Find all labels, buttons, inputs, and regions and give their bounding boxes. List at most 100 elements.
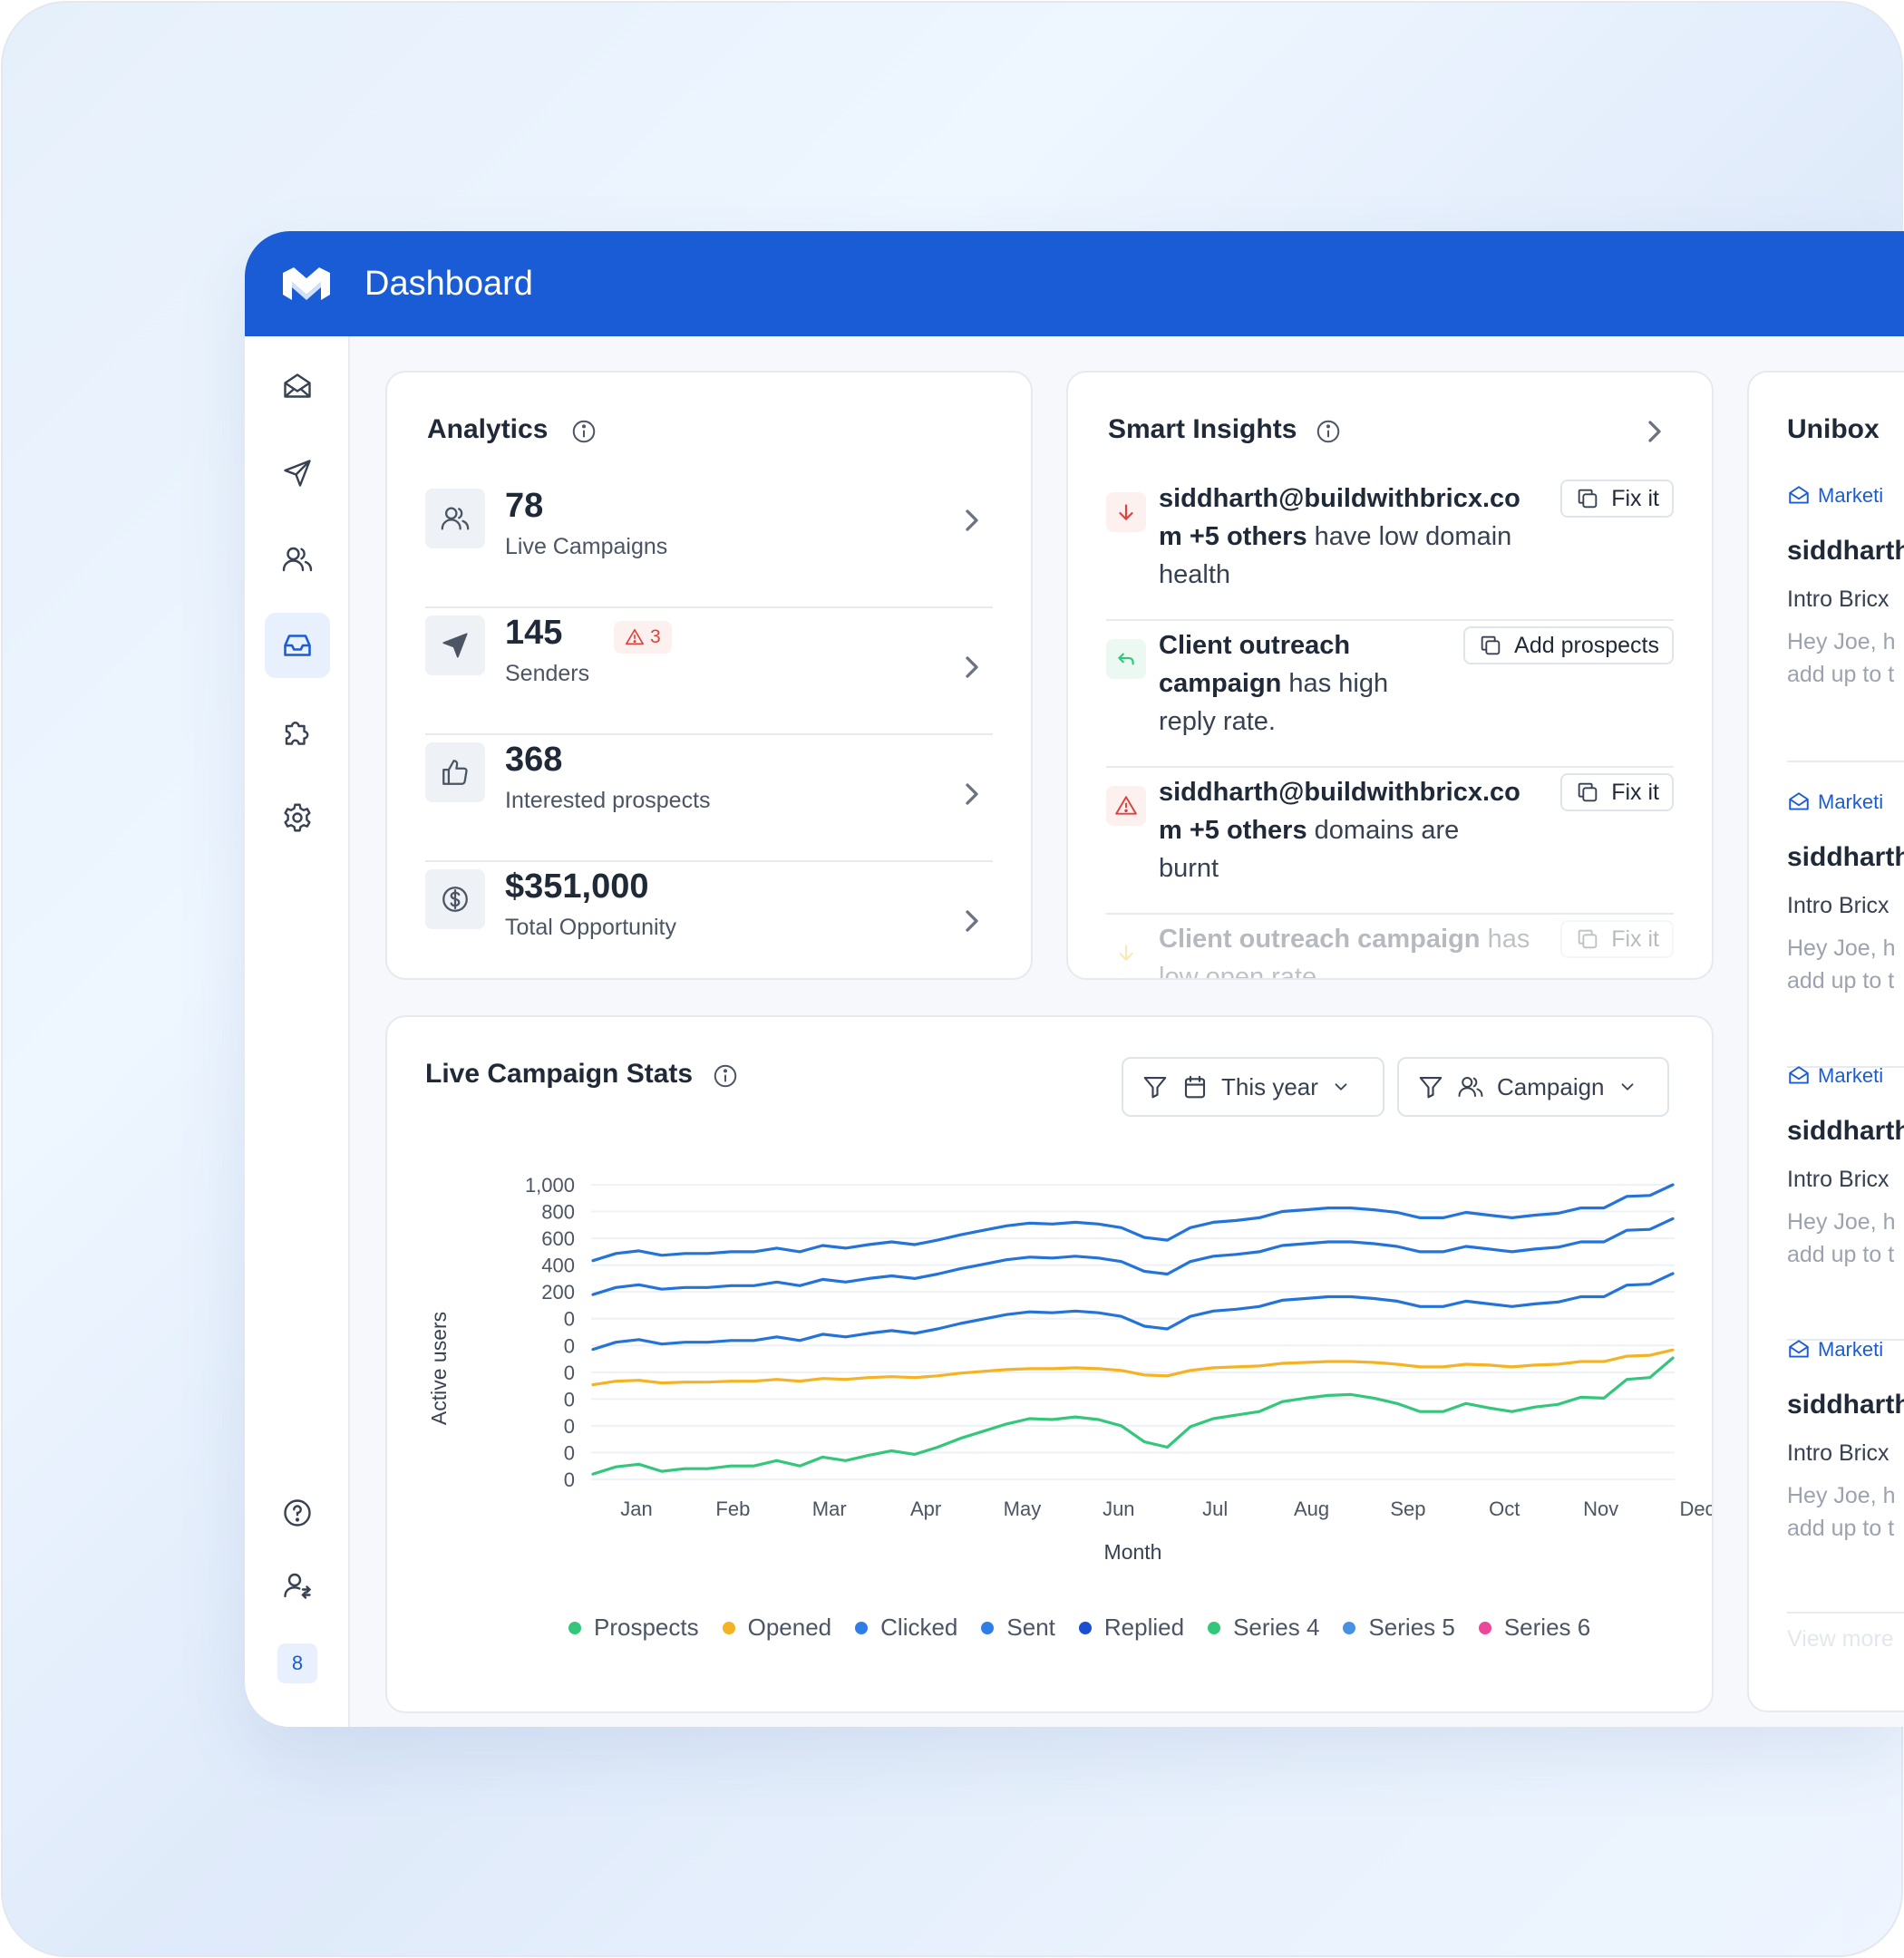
preview-line: add up to t bbox=[1787, 1242, 1895, 1267]
campaign-tag-label: Marketi bbox=[1818, 790, 1884, 813]
y-tick-label: 800 bbox=[541, 1201, 575, 1224]
divider bbox=[1787, 1612, 1904, 1614]
campaign-filter-label: Campaign bbox=[1497, 1072, 1605, 1100]
y-tick-label: 0 bbox=[564, 1415, 575, 1438]
info-icon[interactable] bbox=[1315, 418, 1342, 445]
y-tick-label: 400 bbox=[541, 1255, 575, 1277]
x-tick-label: Feb bbox=[715, 1498, 750, 1520]
y-tick-label: 200 bbox=[541, 1281, 575, 1304]
info-icon[interactable] bbox=[712, 1062, 739, 1090]
workspace-badge[interactable]: 8 bbox=[277, 1643, 317, 1683]
x-tick-label: Mar bbox=[812, 1498, 847, 1520]
sidebar-item-send[interactable] bbox=[265, 441, 330, 506]
divider bbox=[1787, 1339, 1904, 1341]
copy-icon bbox=[1578, 489, 1598, 509]
legend-item[interactable]: Replied bbox=[1078, 1614, 1184, 1642]
chevron-right-icon bbox=[966, 509, 978, 531]
fix-it-label: Fix it bbox=[1611, 779, 1659, 805]
message-preview: Hey Joe, h add up to t bbox=[1787, 932, 1904, 997]
legend-swatch bbox=[981, 1621, 995, 1634]
warning-badge[interactable]: 3 bbox=[614, 621, 672, 654]
legend-item[interactable]: Prospects bbox=[568, 1614, 699, 1642]
switch-account-button[interactable] bbox=[265, 1553, 330, 1618]
legend-item[interactable]: Sent bbox=[981, 1614, 1055, 1642]
x-tick-label: Aug bbox=[1294, 1498, 1329, 1520]
help-button[interactable] bbox=[265, 1480, 330, 1546]
campaign-stats-card: Live Campaign Stats This year Campaign 1… bbox=[385, 1015, 1714, 1713]
unibox-message[interactable]: Marketi siddharth Intro Bricx Hey Joe, h… bbox=[1787, 1060, 1904, 1271]
legend-label: Series 6 bbox=[1503, 1614, 1591, 1641]
stat-total-opportunity[interactable]: $351,000 Total Opportunity bbox=[425, 862, 993, 978]
legend-item[interactable]: Clicked bbox=[855, 1614, 957, 1642]
legend-swatch bbox=[855, 1621, 869, 1634]
legend-swatch bbox=[722, 1621, 735, 1634]
stat-senders[interactable]: 145 3 Senders bbox=[425, 608, 993, 735]
chevron-right-icon bbox=[966, 783, 978, 805]
campaign-filter[interactable]: Campaign bbox=[1397, 1057, 1669, 1117]
filter-icon bbox=[1143, 1076, 1167, 1099]
legend-item[interactable]: Series 4 bbox=[1208, 1614, 1319, 1642]
insight-item: siddharth@buildwithbricx.com +5 others d… bbox=[1106, 773, 1674, 918]
analytics-card: Analytics 78 Live Campaigns bbox=[385, 371, 1033, 980]
page-title: Dashboard bbox=[364, 264, 533, 303]
x-tick-label: Jul bbox=[1202, 1498, 1228, 1520]
stat-interested-prospects[interactable]: 368 Interested prospects bbox=[425, 735, 993, 862]
legend-label: Opened bbox=[747, 1614, 832, 1641]
info-icon[interactable] bbox=[570, 418, 597, 445]
insight-detail: has low open rate bbox=[1159, 925, 1530, 980]
legend-item[interactable]: Series 5 bbox=[1343, 1614, 1455, 1642]
copy-icon bbox=[1578, 929, 1598, 949]
stat-live-campaigns[interactable]: 78 Live Campaigns bbox=[425, 481, 993, 608]
legend-label: Series 4 bbox=[1233, 1614, 1320, 1641]
analytics-title: Analytics bbox=[427, 414, 549, 444]
preview-line: Hey Joe, h bbox=[1787, 1209, 1896, 1235]
thumbs-up-icon bbox=[425, 742, 485, 802]
legend-item[interactable]: Series 6 bbox=[1478, 1614, 1591, 1642]
fix-it-button[interactable]: Fix it bbox=[1560, 920, 1674, 958]
insight-item: Client outreach campaign has high reply … bbox=[1106, 626, 1674, 771]
sidebar-item-mail[interactable] bbox=[265, 354, 330, 420]
sidebar: 8 bbox=[245, 336, 350, 1727]
stat-value: 78 bbox=[505, 487, 544, 525]
legend-swatch bbox=[568, 1621, 581, 1634]
view-more-link[interactable]: View more bbox=[1787, 1626, 1894, 1652]
legend-item[interactable]: Opened bbox=[722, 1614, 832, 1642]
sidebar-item-integrations[interactable] bbox=[265, 699, 330, 764]
x-tick-label: Apr bbox=[910, 1498, 941, 1520]
top-bar: Dashboard bbox=[245, 231, 1904, 336]
unibox-message[interactable]: Marketi siddharth Intro Bricx Hey Joe, h… bbox=[1787, 1333, 1904, 1545]
x-tick-label: Oct bbox=[1489, 1498, 1520, 1520]
send-filled-icon bbox=[425, 616, 485, 675]
sidebar-item-inbox[interactable] bbox=[265, 613, 330, 678]
fix-it-button[interactable]: Fix it bbox=[1560, 773, 1674, 811]
unibox-message[interactable]: Marketi siddharth Intro Bricx Hey Joe, h… bbox=[1787, 786, 1904, 997]
stat-label: Senders bbox=[505, 661, 590, 686]
insight-subject: siddharth@buildwithbricx.com +5 others bbox=[1159, 778, 1520, 845]
campaign-tag: Marketi bbox=[1787, 1333, 1904, 1366]
insight-text: siddharth@buildwithbricx.com +5 others d… bbox=[1159, 773, 1521, 887]
preview-line: Hey Joe, h bbox=[1787, 629, 1896, 654]
mail-icon bbox=[1789, 792, 1809, 810]
divider bbox=[1787, 1066, 1904, 1068]
unibox-message[interactable]: Marketi siddharth Intro Bricx Hey Joe, h… bbox=[1787, 480, 1904, 691]
inbox-icon bbox=[284, 635, 311, 656]
message-subject: Intro Bricx bbox=[1787, 893, 1889, 918]
sidebar-item-settings[interactable] bbox=[265, 785, 330, 850]
sidebar-item-users[interactable] bbox=[265, 527, 330, 592]
divider bbox=[425, 733, 993, 735]
legend-swatch bbox=[1208, 1621, 1221, 1634]
date-filter-label: This year bbox=[1221, 1072, 1318, 1100]
chart-legend: Prospects Opened Clicked Sent Replied Series … bbox=[568, 1614, 1590, 1642]
y-tick-label: 1,000 bbox=[525, 1174, 575, 1197]
campaign-tag: Marketi bbox=[1787, 1060, 1904, 1092]
chevron-right-icon[interactable] bbox=[1645, 418, 1665, 445]
preview-line: add up to t bbox=[1787, 968, 1895, 994]
divider bbox=[1787, 761, 1904, 762]
date-filter[interactable]: This year bbox=[1122, 1057, 1384, 1117]
insight-subject: Client outreach campaign bbox=[1159, 925, 1481, 954]
insight-detail: have low domain health bbox=[1159, 522, 1512, 589]
fix-it-button[interactable]: Fix it bbox=[1560, 480, 1674, 518]
insight-text: siddharth@buildwithbricx.com +5 others h… bbox=[1159, 480, 1521, 594]
add-prospects-button[interactable]: Add prospects bbox=[1463, 626, 1674, 664]
